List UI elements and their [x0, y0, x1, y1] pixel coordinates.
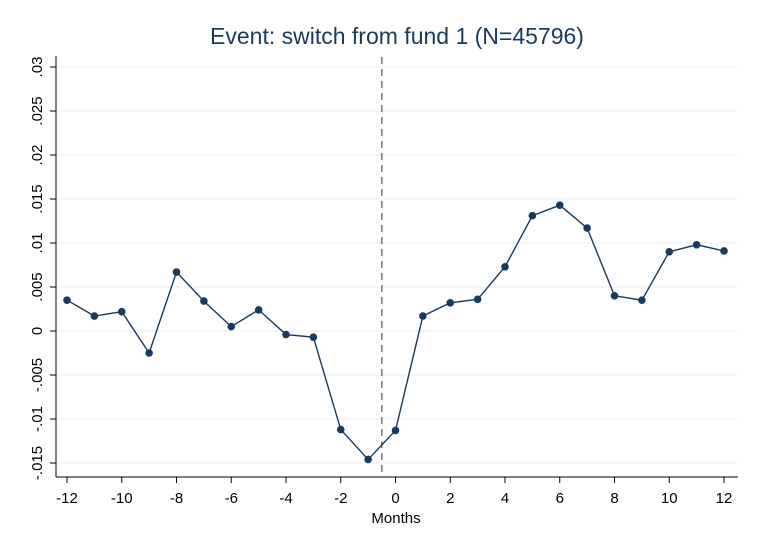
- x-tick-label: 12: [716, 490, 733, 507]
- chart-title: Event: switch from fund 1 (N=45796): [210, 23, 584, 49]
- x-axis-label: Months: [371, 510, 420, 527]
- x-tick-label: -4: [279, 490, 292, 507]
- data-point: [90, 312, 99, 320]
- data-point: [63, 296, 71, 305]
- y-tick-label: .005: [29, 272, 46, 301]
- y-tick-label: .015: [29, 184, 46, 213]
- x-tick-label: -10: [111, 490, 133, 507]
- data-point: [446, 299, 455, 307]
- gridlines: [57, 66, 738, 464]
- data-point: [172, 268, 181, 276]
- y-tick-label: -.01: [29, 406, 46, 432]
- x-tick-label: 6: [556, 490, 564, 507]
- y-tick-label: -.005: [29, 358, 46, 392]
- data-point: [254, 306, 263, 314]
- y-tick-label: .01: [29, 233, 46, 254]
- data-point: [720, 247, 728, 255]
- data-point: [117, 307, 126, 316]
- y-tick-label: -.015: [29, 446, 46, 480]
- y-tick-label: .025: [29, 96, 46, 125]
- axes: [55, 56, 738, 478]
- data-point: [419, 312, 427, 320]
- x-tick-label: 2: [446, 490, 454, 507]
- y-tick-label: 0: [29, 327, 46, 335]
- data-point: [200, 297, 208, 305]
- data-point: [692, 240, 701, 249]
- data-point: [473, 295, 482, 304]
- data-point: [555, 201, 564, 209]
- x-tick-label: -2: [334, 490, 347, 507]
- series: [63, 201, 728, 464]
- data-point: [583, 224, 591, 232]
- data-point: [309, 333, 318, 341]
- data-point: [336, 425, 345, 434]
- data-point: [145, 349, 153, 357]
- x-tick-label: 0: [391, 490, 399, 507]
- data-point: [227, 322, 236, 331]
- data-point: [528, 211, 537, 220]
- data-point: [501, 262, 509, 271]
- x-tick-label: -8: [170, 490, 183, 507]
- ticks: -.015 -.01 -.005 0 .005 .01 .015 .02 .025 .03 -12 -…: [29, 57, 732, 507]
- y-tick-label: .03: [29, 57, 46, 78]
- x-tick-label: 4: [501, 490, 509, 507]
- x-tick-label: 8: [610, 490, 618, 507]
- data-point: [638, 296, 646, 305]
- data-point: [282, 330, 290, 339]
- x-tick-label: -12: [56, 490, 78, 507]
- data-point: [391, 426, 400, 435]
- data-point: [364, 455, 372, 464]
- data-point: [665, 248, 674, 256]
- x-tick-label: 10: [661, 490, 678, 507]
- y-tick-label: .02: [29, 145, 46, 166]
- data-point: [610, 292, 619, 300]
- x-tick-label: -6: [225, 490, 238, 507]
